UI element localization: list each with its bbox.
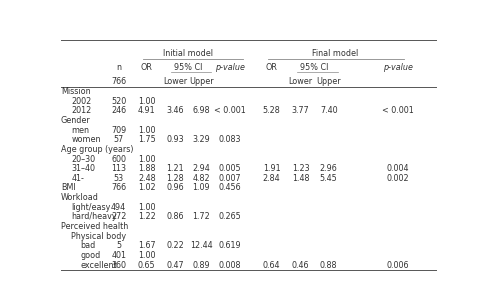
Text: 401: 401: [111, 251, 126, 260]
Text: men: men: [71, 125, 90, 135]
Text: 5.28: 5.28: [263, 106, 281, 115]
Text: 1.48: 1.48: [292, 174, 309, 183]
Text: good: good: [80, 251, 101, 260]
Text: Initial model: Initial model: [164, 49, 213, 58]
Text: 2.84: 2.84: [263, 174, 281, 183]
Text: Final model: Final model: [312, 49, 358, 58]
Text: Lower: Lower: [288, 76, 313, 85]
Text: 0.008: 0.008: [219, 261, 242, 270]
Text: n: n: [116, 63, 121, 72]
Text: 1.00: 1.00: [138, 97, 155, 106]
Text: 600: 600: [111, 155, 126, 163]
Text: 0.47: 0.47: [166, 261, 184, 270]
Text: 0.004: 0.004: [387, 164, 409, 173]
Text: 5.45: 5.45: [320, 174, 337, 183]
Text: 1.75: 1.75: [138, 135, 156, 144]
Text: 2.96: 2.96: [320, 164, 337, 173]
Text: < 0.001: < 0.001: [382, 106, 414, 115]
Text: excellent: excellent: [80, 261, 117, 270]
Text: 246: 246: [111, 106, 126, 115]
Text: 0.22: 0.22: [166, 241, 184, 250]
Text: 57: 57: [114, 135, 124, 144]
Text: 0.93: 0.93: [166, 135, 184, 144]
Text: Gender: Gender: [61, 116, 91, 125]
Text: p-value: p-value: [215, 63, 245, 72]
Text: 272: 272: [111, 212, 126, 222]
Text: 1.22: 1.22: [138, 212, 156, 222]
Text: 1.09: 1.09: [192, 184, 210, 192]
Text: 95% CI: 95% CI: [301, 63, 329, 72]
Text: 0.456: 0.456: [219, 184, 242, 192]
Text: 53: 53: [114, 174, 124, 183]
Text: hard/heavy: hard/heavy: [71, 212, 117, 222]
Text: 12.44: 12.44: [190, 241, 212, 250]
Text: 3.29: 3.29: [192, 135, 210, 144]
Text: 360: 360: [111, 261, 126, 270]
Text: 2.94: 2.94: [192, 164, 210, 173]
Text: 1.21: 1.21: [166, 164, 184, 173]
Text: 0.64: 0.64: [263, 261, 280, 270]
Text: Upper: Upper: [317, 76, 341, 85]
Text: 766: 766: [111, 76, 126, 85]
Text: Physical body: Physical body: [71, 232, 126, 241]
Text: 1.23: 1.23: [292, 164, 309, 173]
Text: 1.72: 1.72: [192, 212, 210, 222]
Text: 3.77: 3.77: [292, 106, 309, 115]
Text: 1.02: 1.02: [138, 184, 155, 192]
Text: OR: OR: [266, 63, 278, 72]
Text: 0.89: 0.89: [192, 261, 210, 270]
Text: 1.00: 1.00: [138, 125, 155, 135]
Text: 0.006: 0.006: [387, 261, 409, 270]
Text: 2002: 2002: [71, 97, 91, 106]
Text: 1.28: 1.28: [166, 174, 184, 183]
Text: 0.083: 0.083: [219, 135, 242, 144]
Text: 41-: 41-: [71, 174, 84, 183]
Text: 1.00: 1.00: [138, 251, 155, 260]
Text: 1.88: 1.88: [138, 164, 155, 173]
Text: 3.46: 3.46: [166, 106, 183, 115]
Text: 766: 766: [111, 184, 126, 192]
Text: 1.91: 1.91: [263, 164, 281, 173]
Text: 0.007: 0.007: [219, 174, 242, 183]
Text: < 0.001: < 0.001: [214, 106, 246, 115]
Text: bad: bad: [80, 241, 96, 250]
Text: OR: OR: [141, 63, 153, 72]
Text: 0.96: 0.96: [166, 184, 184, 192]
Text: 113: 113: [111, 164, 126, 173]
Text: 20–30: 20–30: [71, 155, 95, 163]
Text: 6.98: 6.98: [192, 106, 210, 115]
Text: 95% CI: 95% CI: [174, 63, 202, 72]
Text: Upper: Upper: [189, 76, 213, 85]
Text: 0.86: 0.86: [166, 212, 183, 222]
Text: Lower: Lower: [163, 76, 187, 85]
Text: Perceived health: Perceived health: [61, 222, 128, 231]
Text: 4.91: 4.91: [138, 106, 155, 115]
Text: 0.46: 0.46: [292, 261, 309, 270]
Text: 31–40: 31–40: [71, 164, 95, 173]
Text: 520: 520: [111, 97, 126, 106]
Text: 1.00: 1.00: [138, 203, 155, 212]
Text: 1.00: 1.00: [138, 155, 155, 163]
Text: p-value: p-value: [383, 63, 413, 72]
Text: Workload: Workload: [61, 193, 99, 202]
Text: 0.88: 0.88: [320, 261, 337, 270]
Text: Age group (years): Age group (years): [61, 145, 134, 154]
Text: 4.82: 4.82: [192, 174, 210, 183]
Text: women: women: [71, 135, 101, 144]
Text: 5: 5: [116, 241, 121, 250]
Text: BMI: BMI: [61, 184, 76, 192]
Text: 1.67: 1.67: [138, 241, 155, 250]
Text: 709: 709: [111, 125, 126, 135]
Text: 7.40: 7.40: [320, 106, 337, 115]
Text: 0.265: 0.265: [219, 212, 242, 222]
Text: 0.619: 0.619: [219, 241, 242, 250]
Text: 0.002: 0.002: [387, 174, 409, 183]
Text: 494: 494: [111, 203, 126, 212]
Text: Mission: Mission: [61, 87, 91, 96]
Text: light/easy: light/easy: [71, 203, 111, 212]
Text: 0.005: 0.005: [219, 164, 242, 173]
Text: 0.65: 0.65: [138, 261, 155, 270]
Text: 2.48: 2.48: [138, 174, 155, 183]
Text: 2012: 2012: [71, 106, 91, 115]
